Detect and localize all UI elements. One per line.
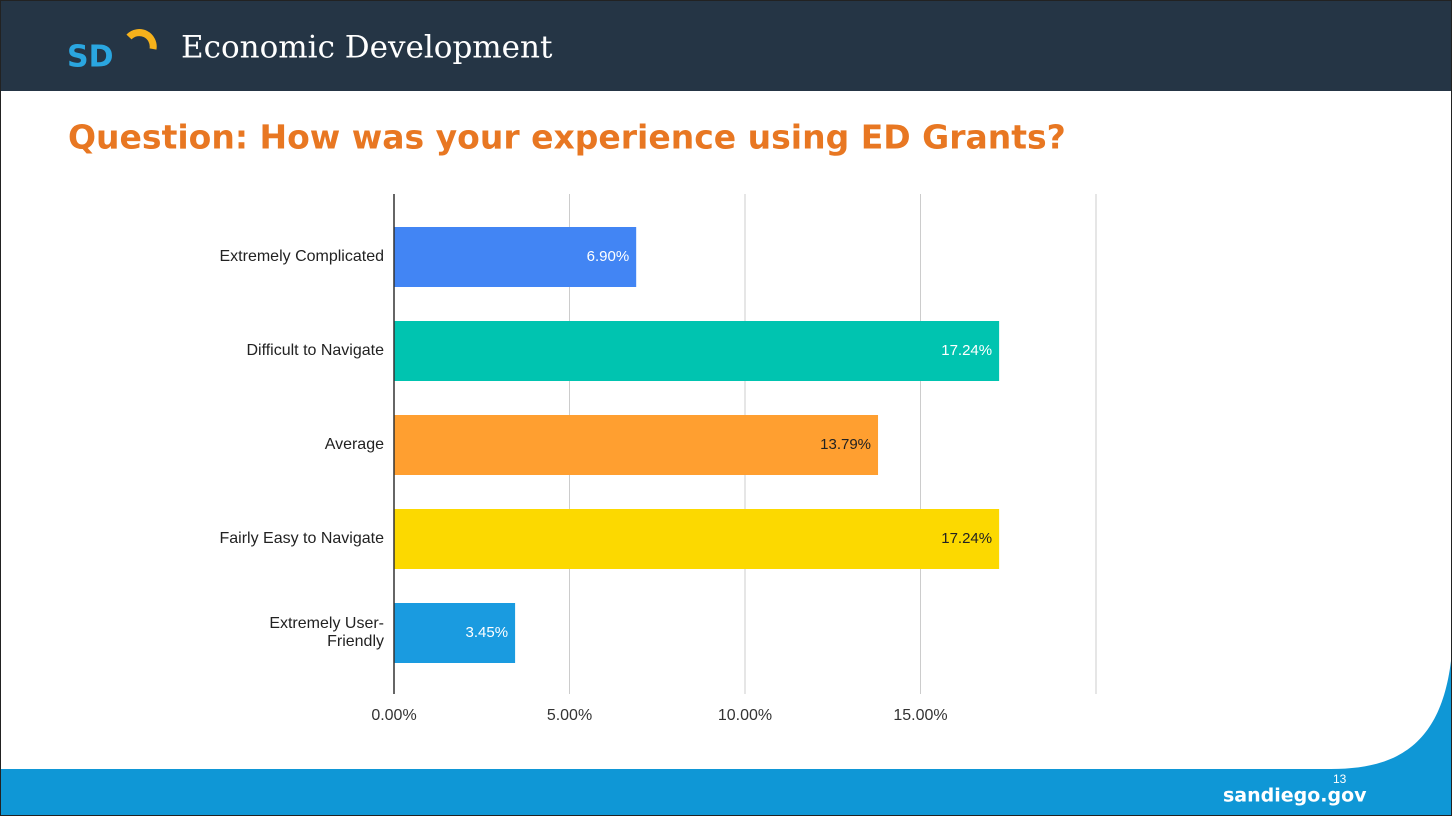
header-title: Economic Development	[181, 30, 553, 66]
category-label: Extremely User-Friendly	[269, 615, 384, 650]
category-label: Average	[324, 436, 384, 453]
bar	[394, 415, 879, 475]
data-label: 3.45%	[466, 624, 509, 641]
logo-sun	[126, 29, 157, 50]
bar	[394, 509, 1000, 569]
category-label: Extremely Complicated	[219, 248, 385, 265]
x-tick-label: 10.00%	[718, 707, 772, 724]
bar	[394, 227, 637, 287]
page-number: 13	[1333, 772, 1347, 786]
footer-band	[1, 661, 1451, 815]
slide-title: Question: How was your experience using …	[68, 118, 1066, 157]
x-tick-label: 0.00%	[371, 707, 416, 724]
x-tick-label: 15.00%	[893, 707, 947, 724]
category-label: Difficult to Navigate	[246, 342, 384, 359]
x-tick-label: 5.00%	[547, 707, 592, 724]
footer-site: sandiego.gov	[1223, 785, 1367, 807]
bar	[394, 603, 516, 663]
data-label: 17.24%	[941, 530, 992, 547]
category-label: Fairly Easy to Navigate	[219, 530, 384, 547]
header-bar	[1, 1, 1451, 91]
data-label: 17.24%	[941, 342, 992, 359]
bar	[394, 321, 1000, 381]
logo: SD	[67, 40, 114, 75]
data-label: 13.79%	[820, 436, 871, 453]
data-label: 6.90%	[587, 248, 630, 265]
